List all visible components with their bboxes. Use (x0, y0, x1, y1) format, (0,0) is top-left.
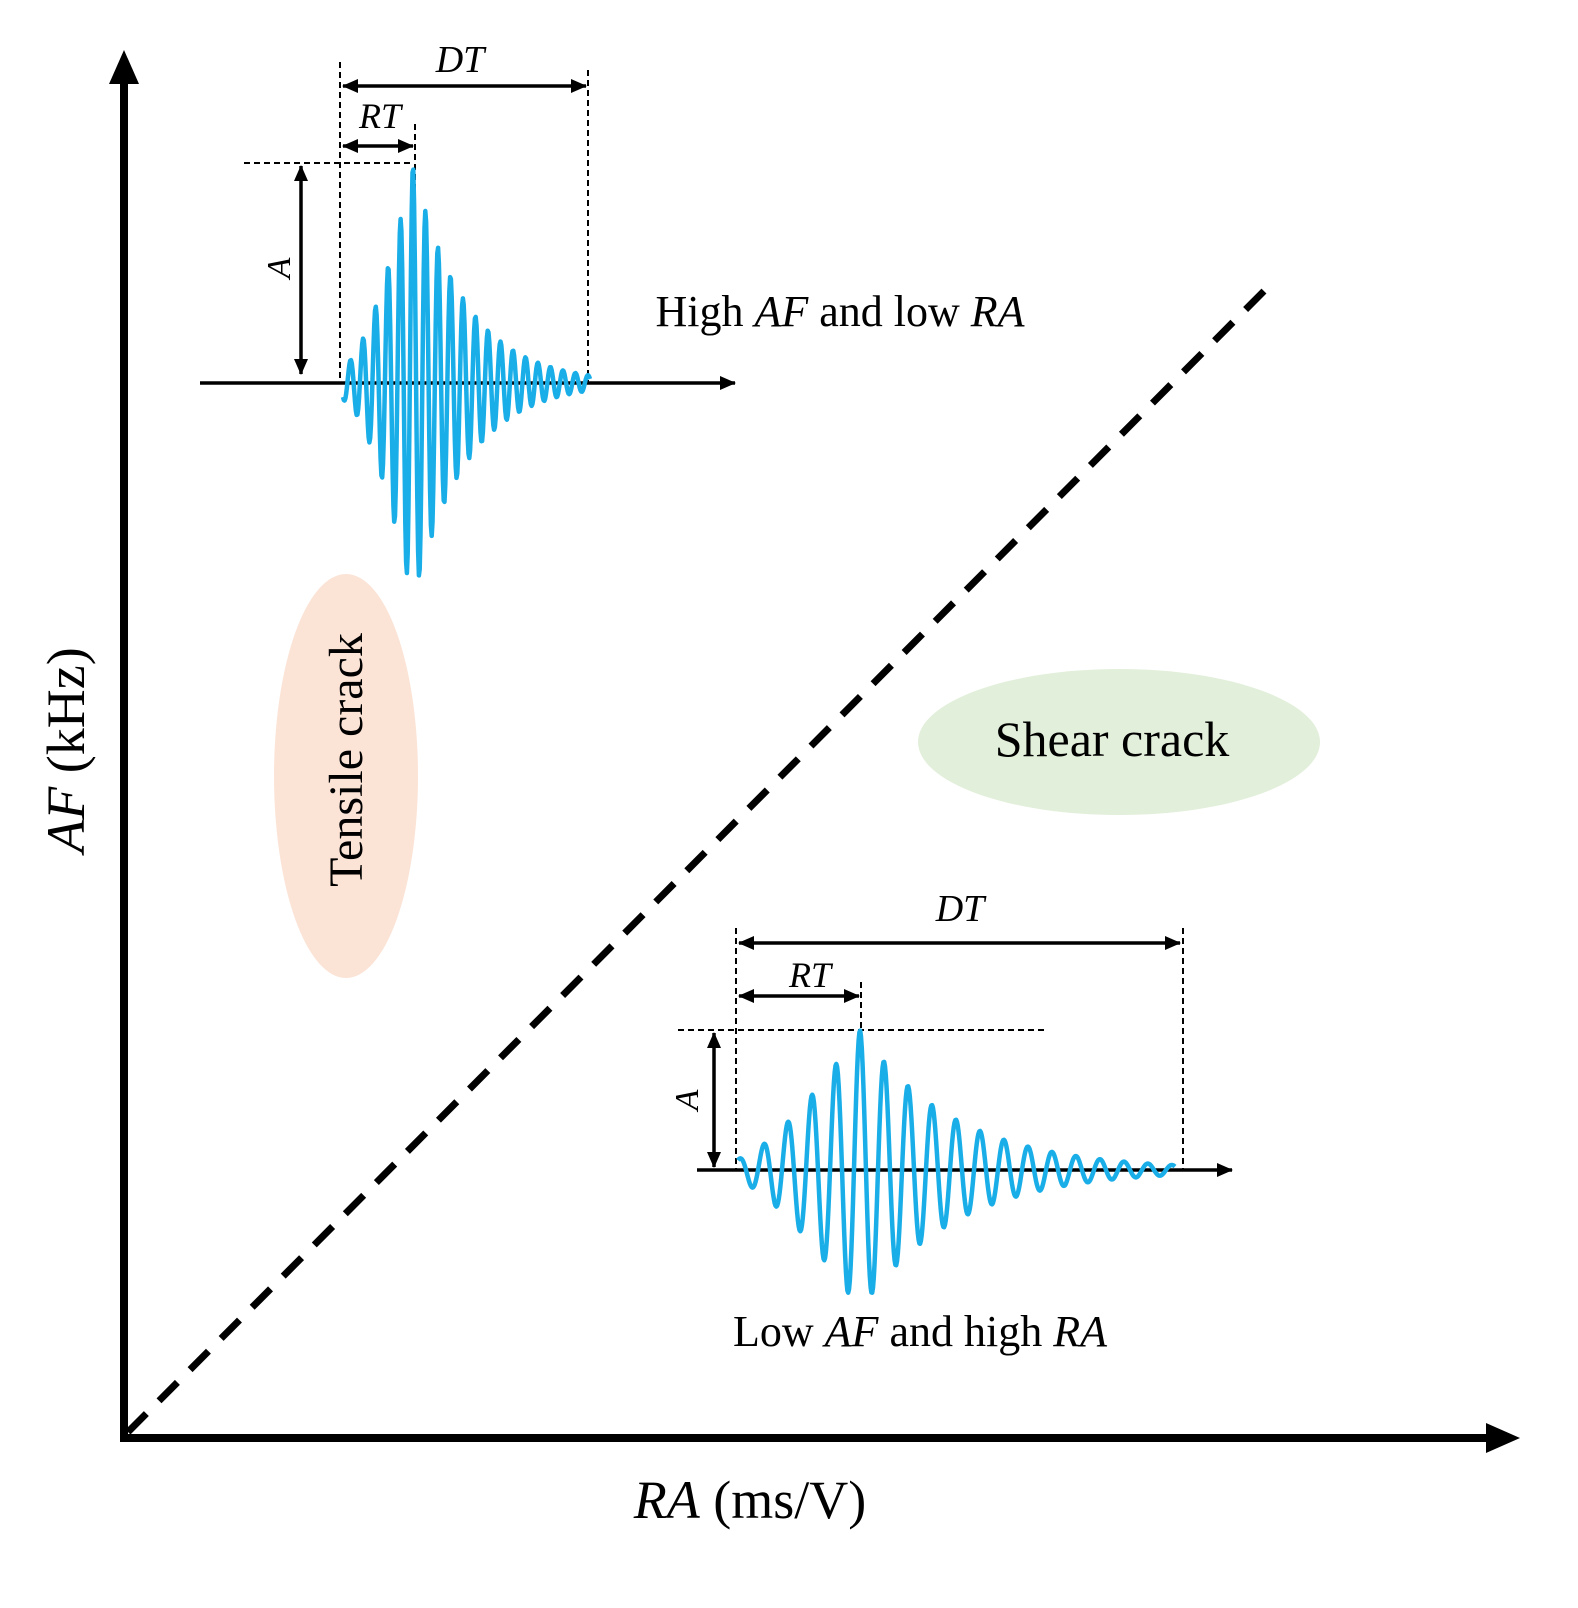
tensile-caption-mid: and low (808, 287, 971, 336)
tensile-caption-pre: High (655, 287, 754, 336)
x-axis-label: RA (ms/V) (633, 1470, 866, 1530)
tensile-caption-ra: RA (970, 287, 1026, 336)
shear-waveform (736, 1028, 1177, 1295)
tensile-crack-ellipse (274, 574, 418, 978)
tensile-a-label: A (261, 257, 298, 280)
shear-caption-af: AF (822, 1307, 880, 1356)
shear-dt-label: DT (935, 888, 987, 930)
y-axis-label: AF (kHz) (36, 647, 96, 855)
shear-crack-label: Shear crack (995, 711, 1230, 767)
tensile-waveform (340, 167, 593, 578)
tensile-crack-region: Tensile crack (274, 574, 418, 978)
tensile-caption: High AF and low RA (655, 287, 1025, 336)
shear-caption-ra: RA (1052, 1307, 1108, 1356)
shear-rt-label: RT (788, 955, 834, 995)
y-axis-unit: (kHz) (36, 647, 96, 786)
x-axis-arrowhead (1486, 1423, 1520, 1453)
tensile-waveform-group: DT RT A High AF and low RA (200, 39, 1026, 578)
shear-crack-ellipse (918, 669, 1320, 815)
shear-caption-mid: and high (878, 1307, 1053, 1356)
separator-line (125, 277, 1278, 1435)
shear-a-label: A (669, 1089, 706, 1112)
shear-waveform-group: DT RT A Low AF and high RA (669, 888, 1233, 1356)
tensile-crack-label: Tensile crack (320, 633, 373, 887)
shear-caption-pre: Low (733, 1307, 825, 1356)
x-axis-var: RA (633, 1470, 701, 1530)
y-axis-var: AF (36, 786, 96, 856)
y-axis-arrowhead (109, 50, 139, 84)
tensile-dt-label: DT (435, 39, 487, 81)
tensile-caption-af: AF (751, 287, 809, 336)
shear-caption: Low AF and high RA (733, 1307, 1108, 1356)
tensile-rt-label: RT (358, 96, 404, 136)
shear-crack-region: Shear crack (918, 669, 1320, 815)
axes (109, 50, 1520, 1453)
x-axis-unit: (ms/V) (700, 1470, 866, 1530)
